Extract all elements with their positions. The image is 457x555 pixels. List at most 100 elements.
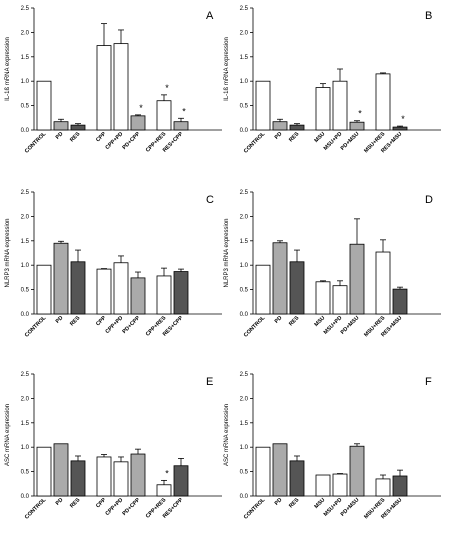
bar-msu [315,87,331,131]
bar-pd [272,242,288,315]
y-tick-label: 0.5 [21,470,30,476]
y-tick-label: 1.0 [240,445,249,451]
y-tick-label: 0.0 [240,312,249,318]
y-axis-title: NLRP3 mRNA expression [224,218,230,287]
bar-pd-plus-msu [349,121,365,131]
category-label: RES [69,131,81,143]
y-tick-label: 1.5 [21,421,30,427]
y-tick-label: 1.0 [21,445,30,451]
y-tick-label: 1.0 [21,263,30,269]
category-label: PD [55,131,65,141]
chart-panel-b: 0.0 0.5 1.0 1.5 2.0 2.5 IL-1ß mRNA expression B… [224,6,441,155]
category-label: PD+CPP [121,315,141,335]
category-label: PD [274,497,284,507]
y-tick-label: 2.0 [240,396,249,402]
bar-pd-plus-cpp [130,115,146,131]
category-label: RES [69,497,81,509]
y-tick-label: 2.5 [240,372,249,378]
category-label: CONTROL [24,497,48,521]
panel-letter: A [206,10,214,22]
bar-res [289,261,305,315]
category-label: CONTROL [243,315,267,339]
y-axis-title: NLRP3 mRNA expression [5,218,11,287]
y-tick-label: 0.5 [21,288,30,294]
chart-panel-c: 0.0 0.5 1.0 1.5 2.0 2.5 NLRP3 mRNA expression C… [5,190,222,339]
significance-star: * [401,114,405,124]
bar-pd [272,121,288,131]
y-tick-label: 2.5 [21,190,30,196]
y-tick-label: 1.0 [21,79,30,85]
y-tick-label: 2.0 [240,30,249,36]
bar-msu-plus-pd [332,80,348,131]
significance-star: * [165,468,169,478]
bar-pd [272,443,288,497]
bar-pd-plus-cpp [130,453,146,497]
category-label: PD+MSU [340,131,361,152]
y-tick-label: 2.5 [240,6,249,12]
y-tick-label: 0.0 [240,128,249,134]
y-tick-label: 2.0 [21,396,30,402]
y-tick-label: 1.0 [240,263,249,269]
category-label: PD [274,131,284,141]
significance-star: * [165,83,169,93]
bar-msu-plus-res [375,73,391,131]
significance-star: * [182,106,186,116]
y-axis-title: IL-1ß mRNA expression [224,37,230,101]
y-axis-title: ASC mRNA expression [224,404,230,466]
bar-msu-plus-res [375,478,391,497]
category-label: MSU [314,131,327,144]
bar-pd-plus-cpp [130,277,146,315]
bar-cpp-plus-res [156,100,172,131]
bar-control [36,80,52,131]
bar-control [255,446,271,497]
bar-pd-plus-msu [349,243,365,315]
bar-cpp [96,456,112,497]
category-label: PD+MSU [340,497,361,518]
category-label: PD+CPP [121,497,141,517]
bar-res-plus-cpp [173,121,189,131]
y-tick-label: 1.5 [21,239,30,245]
y-tick-label: 2.0 [21,30,30,36]
y-tick-label: 2.5 [240,190,249,196]
bar-res [289,124,305,131]
bar-res-plus-cpp [173,271,189,315]
bar-cpp [96,45,112,131]
category-label: CONTROL [243,497,267,521]
bar-res [289,460,305,497]
panel-letter: E [206,376,213,388]
bar-cpp [96,268,112,315]
bar-control [36,446,52,497]
chart-panel-a: 0.0 0.5 1.0 1.5 2.0 2.5 IL-1ß mRNA expression A… [5,6,222,155]
panel-letter: F [425,376,432,388]
category-label: CONTROL [24,131,48,155]
category-label: CONTROL [243,131,267,155]
bar-cpp-plus-pd [113,43,129,131]
y-tick-label: 0.5 [240,470,249,476]
panel-letter: C [206,194,214,206]
bar-msu [315,281,331,315]
bar-cpp-plus-res [156,484,172,497]
y-tick-label: 0.5 [21,104,30,110]
category-label: CPP [95,131,107,143]
category-label: PD [55,497,65,507]
significance-star: * [358,109,362,119]
bar-res [70,124,86,131]
y-tick-label: 0.0 [21,128,30,134]
bar-pd-plus-msu [349,445,365,497]
y-tick-label: 2.5 [21,372,30,378]
bar-res-plus-msu [392,126,408,131]
category-label: CONTROL [24,315,48,339]
y-tick-label: 1.5 [240,421,249,427]
y-tick-label: 0.5 [240,288,249,294]
bar-res-plus-cpp [173,465,189,497]
bar-control [36,264,52,315]
chart-panel-f: 0.0 0.5 1.0 1.5 2.0 2.5 ASC mRNA expression F CO… [224,372,441,521]
category-label: PD+MSU [340,315,361,336]
chart-panel-d: 0.0 0.5 1.0 1.5 2.0 2.5 NLRP3 mRNA expression D… [224,190,441,339]
bar-pd [53,121,69,131]
panel-letter: D [425,194,433,206]
panel-letter: B [425,10,432,22]
bar-pd [53,443,69,497]
category-label: RES [288,497,300,509]
category-label: MSU [314,315,327,328]
